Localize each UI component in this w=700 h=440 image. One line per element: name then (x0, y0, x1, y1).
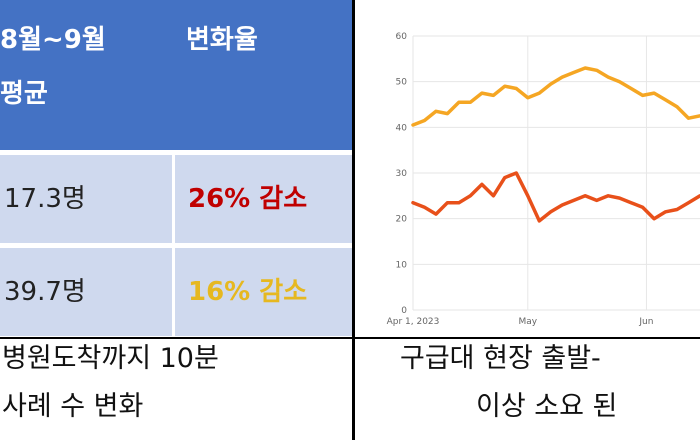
y-tick-label: 30 (396, 169, 408, 179)
row-change: 16% 감소 (188, 277, 308, 307)
series-line-0 (411, 66, 700, 127)
left-caption-line2: 사례 수 변화 (2, 391, 144, 422)
row-value: 39.7명 (4, 277, 86, 307)
header-period-line1: 8월~9월 (0, 25, 106, 55)
table-row: 39.7명 16% 감소 (0, 248, 352, 336)
header-change-label: 변화율 (186, 25, 258, 55)
x-tick-label: Jun (638, 317, 653, 327)
line-chart: 0 10 20 30 40 50 60 Apr 1, 2023 May Jun (355, 0, 700, 340)
y-tick-label: 50 (396, 78, 408, 88)
y-tick-label: 40 (396, 123, 408, 133)
caption-divider (0, 337, 700, 339)
comparison-table: 8월~9월 평균 변화율 17.3명 26% 감소 39.7명 16% 감소 (0, 0, 352, 340)
row-change: 26% 감소 (188, 184, 308, 214)
chart-svg: 0 10 20 30 40 50 60 Apr 1, 2023 May Jun (387, 32, 700, 327)
header-cell-change: 변화율 (172, 0, 352, 150)
series-line-1 (411, 171, 700, 223)
right-caption-line1: 구급대 현장 출발- (400, 343, 601, 374)
y-tick-label: 20 (396, 215, 408, 225)
x-tick-label: May (518, 317, 537, 327)
panel-divider (352, 0, 355, 440)
y-tick-label: 10 (396, 260, 408, 270)
y-tick-label: 0 (401, 306, 407, 316)
row-value: 17.3명 (4, 184, 86, 214)
left-caption-line1: 병원도착까지 10분 (2, 343, 219, 374)
header-cell-period: 8월~9월 평균 (0, 0, 172, 150)
y-tick-label: 60 (396, 32, 408, 42)
column-divider (172, 150, 175, 340)
table-row: 17.3명 26% 감소 (0, 155, 352, 243)
x-tick-label: Apr 1, 2023 (387, 317, 440, 327)
header-period-line2: 평균 (0, 79, 48, 109)
right-caption-line2: 이상 소요 된 (476, 391, 618, 422)
